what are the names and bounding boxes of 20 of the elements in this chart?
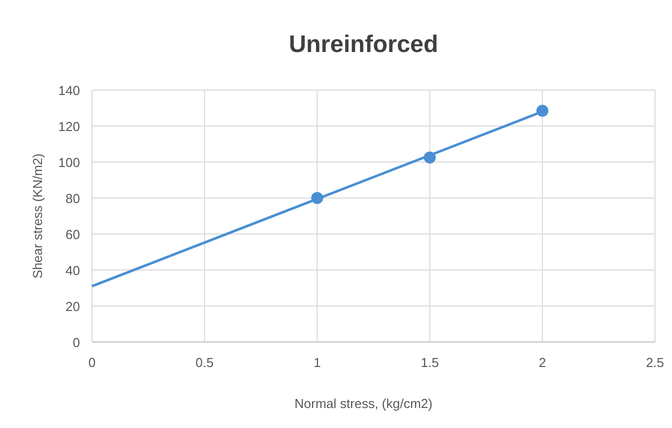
y-tick-label: 0: [72, 335, 80, 350]
x-tick-label: 2.5: [646, 355, 664, 370]
x-tick-label: 1: [314, 355, 321, 370]
y-tick-label: 120: [58, 119, 80, 134]
x-tick-label: 0.5: [196, 355, 214, 370]
y-tick-label: 60: [66, 227, 80, 242]
y-axis-title: Shear stress (KN/m2): [30, 154, 45, 278]
y-tick-label: 100: [58, 155, 80, 170]
point: [311, 192, 324, 204]
y-tick-label: 80: [66, 191, 80, 206]
x-tick-label: 1.5: [420, 355, 439, 370]
point: [424, 152, 436, 164]
y-tick-label: 140: [58, 83, 80, 98]
point: [536, 104, 548, 117]
chart-title: Unreinforced: [288, 31, 438, 58]
y-tick-label: 20: [66, 299, 80, 314]
x-tick-label: 0: [88, 355, 96, 370]
x-tick-label: 2: [538, 355, 546, 370]
x-axis-title: Normal stress, (kg/cm2): [294, 396, 432, 411]
y-tick-label: 40: [66, 263, 80, 278]
